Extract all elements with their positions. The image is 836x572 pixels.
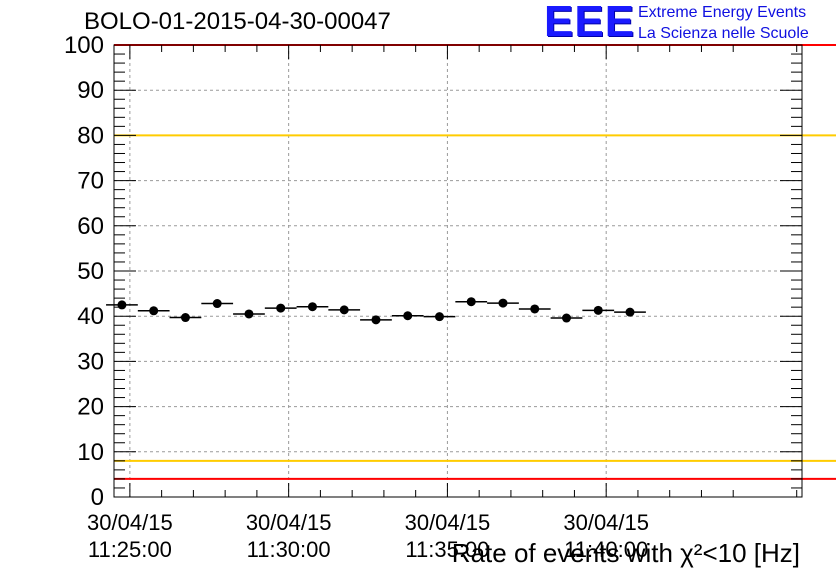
chart-title: BOLO-01-2015-04-30-00047 <box>84 8 391 35</box>
data-point <box>434 312 444 322</box>
y-tick-label: 70 <box>77 168 104 195</box>
data-point <box>180 313 190 323</box>
x-tick-time-label: 11:35:00 <box>405 537 489 562</box>
x-tick-date-label: 30/04/15 <box>405 510 491 535</box>
tick-labels: 010203040506070809010030/04/1511:25:0030… <box>64 32 649 562</box>
plot-frame <box>113 44 803 498</box>
data-point <box>593 305 603 315</box>
data-point <box>212 299 222 309</box>
x-tick-time-label: 11:25:00 <box>88 537 172 562</box>
x-tick-time-label: 11:40:00 <box>564 537 648 562</box>
data-point <box>276 303 286 313</box>
x-tick-date-label: 30/04/15 <box>246 510 332 535</box>
y-tick-label: 60 <box>77 213 104 240</box>
data-point <box>530 304 540 314</box>
logo-title: Extreme Energy Events <box>638 4 807 21</box>
y-tick-label: 0 <box>91 484 104 511</box>
y-tick-label: 100 <box>64 32 104 59</box>
y-tick-label: 90 <box>77 77 104 104</box>
y-tick-label: 80 <box>77 122 104 149</box>
data-point <box>244 309 254 319</box>
data-point <box>466 297 476 307</box>
data-point <box>625 307 635 317</box>
eee-logo: EEE Extreme Energy Events La Scienza nel… <box>544 0 836 46</box>
y-tick-label: 30 <box>77 348 104 375</box>
data-point <box>339 305 349 315</box>
data-point <box>307 302 317 312</box>
logo-mark: EEE <box>544 0 636 46</box>
y-tick-label: 20 <box>77 394 104 421</box>
data-point <box>561 313 571 323</box>
y-tick-label: 10 <box>77 439 104 466</box>
y-tick-label: 40 <box>77 303 104 330</box>
data-point <box>149 306 159 316</box>
reference-lines <box>114 44 836 480</box>
grid <box>114 44 802 498</box>
x-tick-time-label: 11:30:00 <box>247 537 331 562</box>
data-point <box>498 298 508 308</box>
data-point <box>403 311 413 321</box>
x-axis-title: Rate of events with χ²<10 [Hz] <box>452 538 800 568</box>
logo-subtitle: La Scienza nelle Scuole <box>638 25 809 42</box>
x-tick-date-label: 30/04/15 <box>563 510 649 535</box>
data-point <box>117 300 127 310</box>
y-tick-label: 50 <box>77 258 104 285</box>
data-points <box>106 297 646 325</box>
data-point <box>371 315 381 325</box>
x-tick-date-label: 30/04/15 <box>87 510 173 535</box>
